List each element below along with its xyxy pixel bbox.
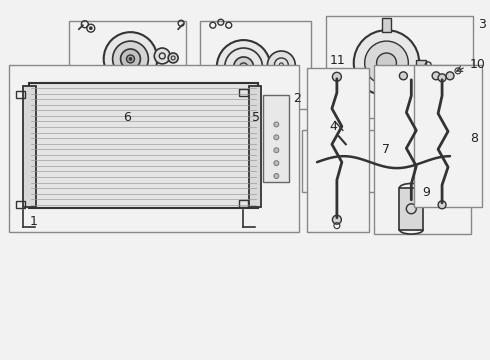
FancyBboxPatch shape — [69, 21, 186, 109]
Circle shape — [312, 157, 322, 167]
Circle shape — [438, 201, 446, 209]
Bar — [382, 18, 392, 32]
Circle shape — [445, 157, 455, 167]
FancyBboxPatch shape — [326, 16, 473, 118]
FancyBboxPatch shape — [373, 65, 471, 234]
Circle shape — [274, 161, 279, 166]
FancyBboxPatch shape — [302, 130, 466, 192]
Circle shape — [126, 55, 134, 63]
Circle shape — [274, 174, 279, 179]
Text: 7: 7 — [382, 143, 390, 156]
Bar — [24, 86, 36, 207]
Circle shape — [274, 135, 279, 140]
Circle shape — [234, 57, 253, 77]
Bar — [343, 136, 351, 141]
FancyBboxPatch shape — [264, 95, 289, 182]
Text: 9: 9 — [422, 186, 430, 199]
Bar — [416, 90, 423, 99]
Circle shape — [354, 30, 419, 96]
Bar — [239, 200, 247, 207]
Circle shape — [377, 53, 396, 73]
Circle shape — [168, 53, 178, 63]
Circle shape — [154, 48, 170, 64]
Circle shape — [416, 72, 424, 80]
Text: 8: 8 — [470, 132, 478, 145]
FancyBboxPatch shape — [200, 21, 311, 109]
Circle shape — [332, 215, 342, 224]
Circle shape — [432, 72, 440, 80]
FancyBboxPatch shape — [414, 65, 482, 207]
Circle shape — [121, 49, 141, 69]
Text: 3: 3 — [478, 18, 486, 31]
Circle shape — [438, 74, 446, 82]
Text: 5: 5 — [251, 111, 260, 124]
Bar — [16, 201, 25, 208]
Circle shape — [332, 72, 342, 81]
Circle shape — [113, 41, 148, 77]
FancyBboxPatch shape — [9, 65, 299, 231]
Circle shape — [104, 32, 157, 86]
Circle shape — [89, 27, 92, 30]
FancyBboxPatch shape — [307, 68, 368, 231]
Text: 6: 6 — [123, 111, 131, 124]
Bar — [352, 87, 359, 96]
Circle shape — [274, 148, 279, 153]
Circle shape — [129, 58, 132, 60]
Text: 4: 4 — [329, 120, 337, 133]
Circle shape — [217, 40, 270, 94]
Circle shape — [268, 51, 295, 79]
Bar — [239, 89, 247, 96]
Circle shape — [399, 72, 407, 80]
Circle shape — [274, 122, 279, 127]
Bar — [416, 60, 426, 68]
Text: 11: 11 — [330, 54, 346, 67]
Text: 1: 1 — [29, 215, 37, 228]
Circle shape — [365, 41, 408, 85]
Bar — [16, 91, 25, 98]
Text: 2: 2 — [293, 92, 301, 105]
Polygon shape — [29, 83, 258, 208]
Bar — [399, 188, 423, 230]
Text: 10: 10 — [470, 58, 486, 71]
Bar — [248, 86, 262, 207]
Circle shape — [446, 72, 454, 80]
